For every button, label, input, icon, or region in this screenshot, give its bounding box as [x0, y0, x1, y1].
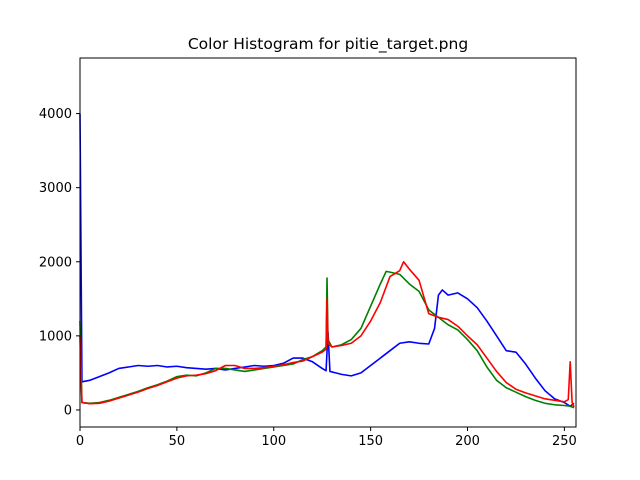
y-tick-label: 0: [64, 403, 72, 418]
x-tick-label: 100: [261, 434, 286, 449]
series-layer: [79, 113, 575, 409]
y-tick-label: 1000: [39, 329, 72, 344]
series-line-2: [79, 260, 575, 408]
y-tick-label: 2000: [39, 255, 72, 270]
series-line-0: [79, 113, 575, 408]
y-tick-label: 4000: [39, 107, 72, 122]
x-tick-label: 250: [552, 434, 577, 449]
x-tick-label: 150: [358, 434, 383, 449]
x-axis: 0 50 100 150 200 250: [76, 427, 577, 449]
x-tick-label: 0: [76, 434, 84, 449]
chart-title: Color Histogram for pitie_target.png: [188, 35, 468, 54]
plot-frame: [79, 57, 577, 428]
y-tick-label: 3000: [39, 181, 72, 196]
x-tick-label: 50: [169, 434, 186, 449]
x-tick-label: 200: [455, 434, 480, 449]
y-axis: 0 1000 2000 3000 4000: [39, 107, 80, 418]
